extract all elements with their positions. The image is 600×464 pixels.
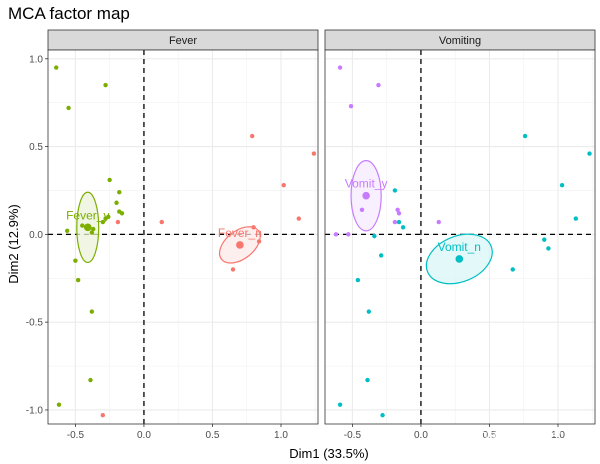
group-label-vomit-y: Vomit_y — [345, 177, 388, 191]
data-point — [100, 219, 106, 225]
data-point — [395, 207, 400, 212]
y-axis-label: Dim2 (12.9%) — [6, 204, 21, 283]
panels: Fever Fever_y Fever_n Vomiting Vomit_y Vomit_… — [47, 29, 596, 425]
x-tick-label: 1.0 — [274, 430, 288, 441]
y-tick-label: -1.0 — [26, 405, 44, 416]
data-point — [587, 151, 592, 156]
data-point — [396, 211, 402, 216]
x-tick-label: 1.0 — [551, 430, 565, 441]
data-point — [333, 232, 339, 237]
data-point — [159, 219, 164, 225]
data-point — [355, 277, 361, 283]
panel-fever: Fever Fever_y Fever_n — [47, 29, 319, 425]
panel-vomiting: Vomiting Vomit_y Vomit_n — [324, 29, 596, 425]
data-point — [400, 225, 406, 230]
x-tick-label: 0.0 — [414, 430, 428, 441]
group-fever-n: Fever_n — [100, 133, 317, 418]
data-point — [250, 133, 255, 139]
panel-border — [324, 49, 596, 425]
data-point — [88, 377, 93, 383]
data-point — [510, 267, 515, 272]
data-point — [396, 219, 402, 225]
data-point — [522, 133, 528, 139]
data-point — [89, 230, 95, 235]
data-point — [559, 183, 565, 188]
data-point — [311, 151, 317, 156]
data-point — [372, 233, 377, 239]
x-tick-label: 0.5 — [483, 430, 497, 441]
data-point — [281, 183, 286, 188]
data-point — [119, 211, 125, 216]
group-fever-y: Fever_y — [54, 65, 125, 407]
centroid-point-vomit-y — [362, 191, 370, 200]
data-point — [64, 228, 70, 234]
data-point — [346, 232, 351, 237]
x-tick-label: 0.0 — [137, 430, 151, 441]
data-point — [75, 277, 81, 283]
x-tick-label: -0.5 — [67, 430, 85, 441]
data-point — [251, 225, 256, 230]
data-point — [103, 82, 108, 88]
data-point — [230, 267, 236, 272]
y-axis-ticks: -1.0 -0.5 0.0 0.5 1.0 — [26, 54, 48, 416]
y-tick-label: 0.5 — [29, 142, 43, 153]
data-point — [380, 413, 385, 418]
data-point — [296, 216, 302, 221]
data-point — [337, 402, 343, 407]
centroid-point-vomit-n — [455, 255, 464, 263]
data-point — [56, 402, 62, 407]
x-tick-label: 0.5 — [206, 430, 220, 441]
group-label-fever-n: Fever_n — [218, 226, 262, 240]
data-point — [100, 413, 106, 418]
panel-border — [47, 49, 319, 425]
data-point — [378, 253, 384, 258]
y-tick-label: 1.0 — [29, 54, 43, 65]
data-point — [392, 219, 398, 225]
group-label-fever-y: Fever_y — [66, 208, 109, 222]
data-point — [542, 237, 547, 242]
data-point — [348, 103, 354, 109]
y-tick-label: -0.5 — [26, 318, 44, 329]
data-point — [73, 258, 78, 263]
x-axis-label: Dim1 (33.5%) — [289, 446, 368, 461]
data-point — [392, 188, 398, 193]
data-point — [107, 177, 112, 183]
data-point — [337, 65, 343, 70]
grid — [48, 50, 318, 424]
data-point — [80, 223, 85, 228]
data-point — [89, 309, 95, 314]
centroid-point-fever-y — [83, 223, 92, 232]
y-tick-label: 0.0 — [29, 230, 43, 241]
data-point — [114, 200, 119, 205]
x-tick-label: -0.5 — [344, 430, 362, 441]
data-point — [103, 216, 108, 221]
data-point — [117, 190, 122, 195]
x-axis-ticks: -0.5 0.0 0.5 1.0 -0.5 0.0 0.5 1.0 — [67, 424, 565, 441]
data-point — [256, 239, 262, 244]
data-point — [546, 246, 551, 251]
chart-title: MCA factor map — [8, 4, 130, 23]
group-vomit-n: Vomit_n — [337, 133, 592, 418]
group-label-vomit-n: Vomit_n — [438, 240, 481, 254]
data-point — [366, 309, 372, 314]
data-point — [54, 65, 59, 70]
data-point — [376, 82, 381, 88]
data-point — [66, 105, 71, 111]
strip-label: Fever — [169, 35, 197, 47]
data-point — [573, 216, 579, 221]
data-point — [91, 226, 96, 232]
data-point — [115, 219, 121, 225]
data-point — [436, 219, 441, 225]
centroid-point-fever-n — [236, 241, 244, 249]
data-point — [359, 207, 365, 212]
strip-label: Vomiting — [439, 35, 481, 47]
watermark: 知乎 @阿道克 — [474, 430, 562, 446]
data-point — [365, 377, 370, 383]
group-vomit-y: Vomit_y — [333, 65, 441, 237]
